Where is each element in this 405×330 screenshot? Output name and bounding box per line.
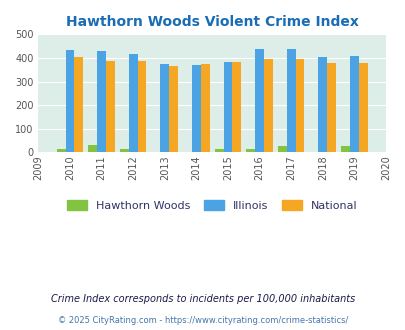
Bar <box>137 61 146 152</box>
Bar <box>119 149 128 152</box>
Legend: Hawthorn Woods, Illinois, National: Hawthorn Woods, Illinois, National <box>63 196 360 215</box>
Bar <box>349 56 358 152</box>
Bar <box>88 145 97 152</box>
Bar <box>169 66 178 152</box>
Bar <box>232 62 241 152</box>
Bar <box>57 149 65 152</box>
Text: © 2025 CityRating.com - https://www.cityrating.com/crime-statistics/: © 2025 CityRating.com - https://www.city… <box>58 316 347 325</box>
Bar <box>254 49 263 152</box>
Bar <box>128 54 137 152</box>
Bar <box>214 149 223 152</box>
Bar <box>326 63 335 152</box>
Bar <box>74 57 83 152</box>
Title: Hawthorn Woods Violent Crime Index: Hawthorn Woods Violent Crime Index <box>66 15 358 29</box>
Bar <box>97 51 106 152</box>
Bar <box>318 57 326 152</box>
Bar <box>160 64 169 152</box>
Bar <box>106 61 115 152</box>
Bar <box>223 62 232 152</box>
Bar <box>65 50 74 152</box>
Bar <box>358 63 367 152</box>
Bar <box>286 49 295 152</box>
Bar <box>200 64 209 152</box>
Bar <box>277 147 286 152</box>
Bar <box>340 146 349 152</box>
Bar <box>295 59 304 152</box>
Bar <box>263 59 272 152</box>
Text: Crime Index corresponds to incidents per 100,000 inhabitants: Crime Index corresponds to incidents per… <box>51 294 354 304</box>
Bar <box>192 65 200 152</box>
Bar <box>246 149 254 152</box>
